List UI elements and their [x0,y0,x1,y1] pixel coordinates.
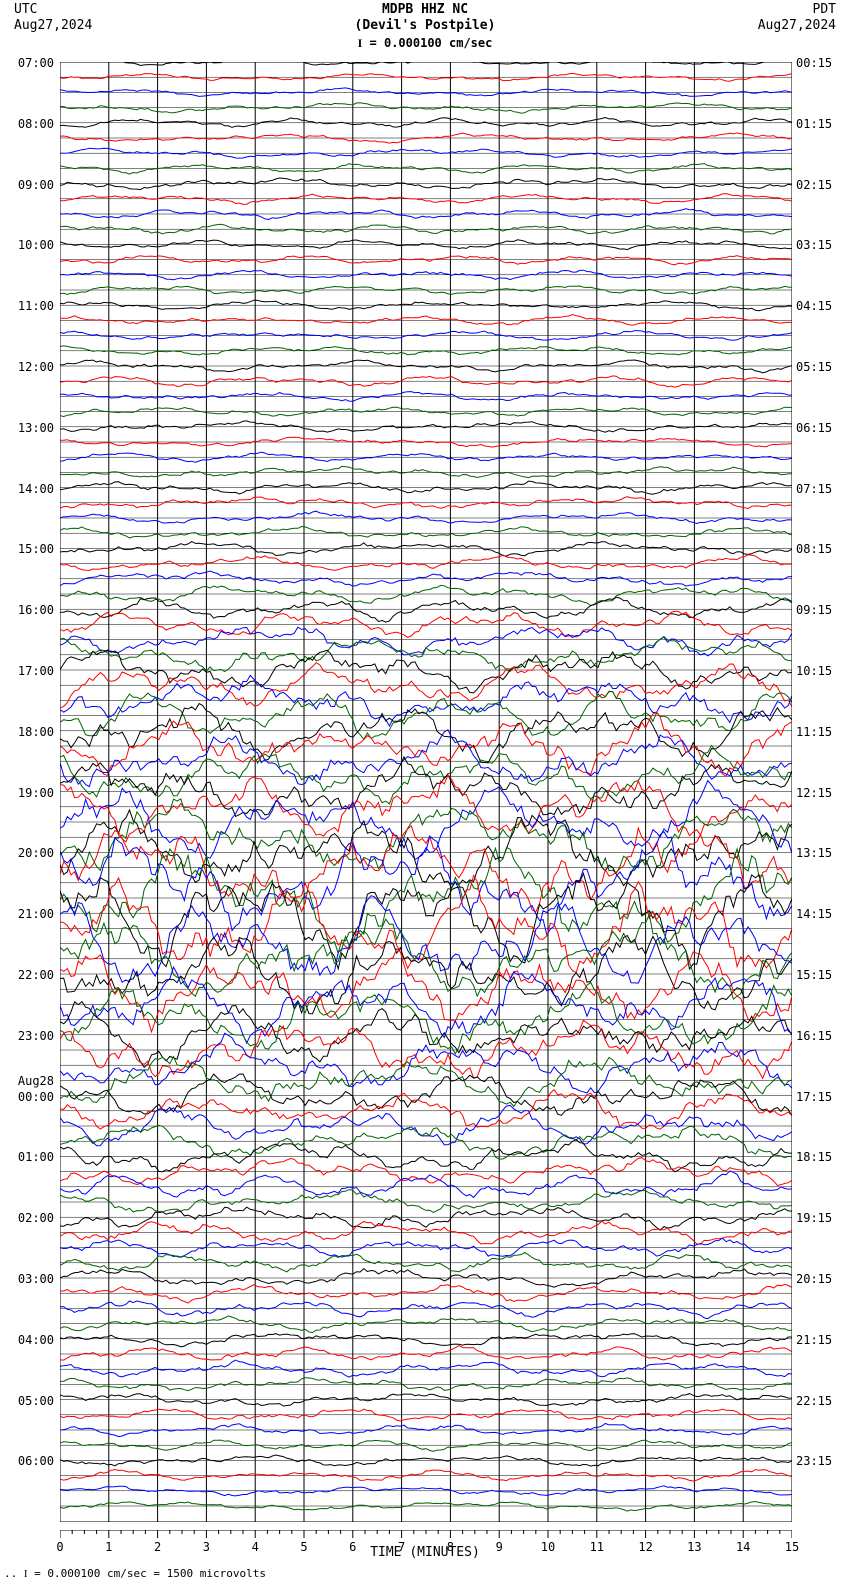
y-label-right: 03:15 [796,238,832,252]
scale-bar-icon: I [358,36,363,50]
y-label-left: 22:00 [18,968,54,982]
station-title: MDPB HHZ NC [0,2,850,17]
y-label-left: 06:00 [18,1454,54,1468]
y-label-left: 21:00 [18,907,54,921]
y-label-left: 09:00 [18,178,54,192]
y-label-left: 12:00 [18,360,54,374]
y-label-left: 10:00 [18,238,54,252]
seismogram-plot [60,62,792,1522]
y-label-right: 09:15 [796,603,832,617]
y-label-left: Aug28 [18,1074,54,1088]
footer-scale: .. I = 0.000100 cm/sec = 1500 microvolts [4,1567,266,1580]
y-label-left: 03:00 [18,1272,54,1286]
y-label-right: 13:15 [796,846,832,860]
y-label-right: 07:15 [796,482,832,496]
y-label-left: 23:00 [18,1029,54,1043]
footer-marker: .. [4,1567,17,1580]
y-label-left: 15:00 [18,542,54,556]
y-label-right: 14:15 [796,907,832,921]
y-label-left: 02:00 [18,1211,54,1225]
y-axis-right: 00:1501:1502:1503:1504:1505:1506:1507:15… [792,62,850,1522]
y-label-left: 11:00 [18,299,54,313]
y-label-left: 01:00 [18,1150,54,1164]
y-label-right: 15:15 [796,968,832,982]
y-label-left: 14:00 [18,482,54,496]
y-label-left: 05:00 [18,1394,54,1408]
y-label-left: 13:00 [18,421,54,435]
y-axis-left: 07:0008:0009:0010:0011:0012:0013:0014:00… [0,62,58,1522]
y-label-right: 02:15 [796,178,832,192]
y-label-right: 11:15 [796,725,832,739]
y-label-left: 20:00 [18,846,54,860]
y-label-right: 10:15 [796,664,832,678]
y-label-right: 06:15 [796,421,832,435]
y-label-right: 16:15 [796,1029,832,1043]
y-label-left: 19:00 [18,786,54,800]
station-subtitle: (Devil's Postpile) [0,18,850,33]
y-label-left: 00:00 [18,1090,54,1104]
y-label-left: 18:00 [18,725,54,739]
y-label-right: 04:15 [796,299,832,313]
footer-text: = 0.000100 cm/sec = 1500 microvolts [34,1567,266,1580]
y-label-right: 18:15 [796,1150,832,1164]
y-label-right: 22:15 [796,1394,832,1408]
y-label-right: 20:15 [796,1272,832,1286]
y-label-right: 19:15 [796,1211,832,1225]
x-axis-title: TIME (MINUTES) [0,1545,850,1560]
y-label-right: 01:15 [796,117,832,131]
y-label-left: 07:00 [18,56,54,70]
seismogram-container: UTC Aug27,2024 PDT Aug27,2024 MDPB HHZ N… [0,0,850,1584]
scale-note: I = 0.000100 cm/sec [0,36,850,51]
y-label-right: 00:15 [796,56,832,70]
chart-area [60,62,792,1522]
y-label-right: 05:15 [796,360,832,374]
y-label-right: 08:15 [796,542,832,556]
y-label-left: 16:00 [18,603,54,617]
y-label-right: 17:15 [796,1090,832,1104]
y-label-right: 12:15 [796,786,832,800]
scale-note-text: = 0.000100 cm/sec [370,36,493,50]
y-label-right: 23:15 [796,1454,832,1468]
y-label-left: 04:00 [18,1333,54,1347]
y-label-left: 17:00 [18,664,54,678]
y-label-right: 21:15 [796,1333,832,1347]
y-label-left: 08:00 [18,117,54,131]
footer-bar-icon: I [24,1568,28,1580]
